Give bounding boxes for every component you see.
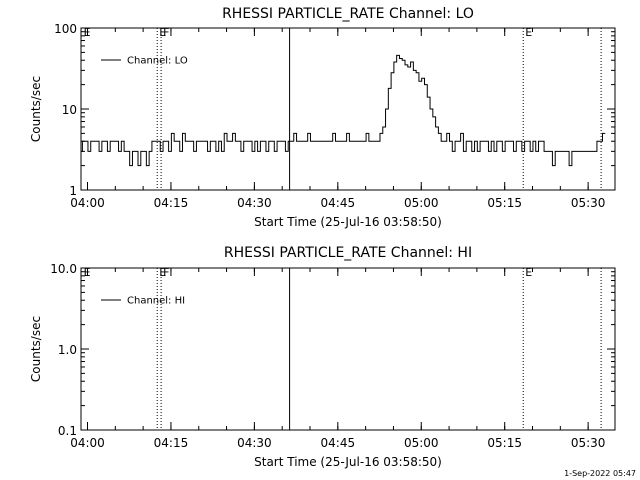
x-axis-label: Start Time (25-Jul-16 03:58:50) [254, 455, 442, 469]
legend-label: Channel: LO [127, 56, 188, 67]
y-tick-label: 0.1 [58, 424, 77, 438]
marker-label: F [163, 26, 169, 39]
y-tick-label: 10.0 [50, 262, 77, 276]
x-tick-label: 04:45 [321, 436, 356, 450]
series-line-channel-lo [81, 54, 606, 167]
x-tick-label: 04:00 [70, 196, 105, 210]
x-axis-label: Start Time (25-Jul-16 03:58:50) [254, 215, 442, 229]
marker-label: E [159, 266, 166, 279]
y-axis-label: Counts/sec [29, 316, 43, 382]
footer-timestamp: 1-Sep-2022 05:47 [564, 469, 636, 478]
x-tick-label: 04:30 [237, 196, 272, 210]
x-tick-label: 05:00 [404, 196, 439, 210]
panel-channel-lo: RHESSI PARTICLE_RATE Channel: LO Counts/s… [29, 6, 616, 229]
y-tick-label: 1 [69, 184, 77, 198]
x-tick-label: 05:30 [571, 196, 606, 210]
x-tick-label: 05:15 [487, 196, 522, 210]
y-tick-label: 100 [54, 22, 77, 36]
marker-label: F [163, 266, 169, 279]
chart-title: RHESSI PARTICLE_RATE Channel: HI [224, 245, 472, 261]
marker-label: E [525, 26, 532, 39]
marker-label: E [84, 266, 91, 279]
x-tick-label: 05:00 [404, 436, 439, 450]
x-tick-label: 05:30 [571, 436, 606, 450]
x-tick-label: 04:30 [237, 436, 272, 450]
panel-channel-hi: RHESSI PARTICLE_RATE Channel: HI Counts/s… [29, 245, 616, 469]
marker-label: E [525, 266, 532, 279]
chart-title: RHESSI PARTICLE_RATE Channel: LO [222, 6, 474, 22]
x-tick-label: 04:15 [154, 436, 189, 450]
y-tick-label: 1.0 [58, 343, 77, 357]
y-tick-label: 10 [62, 103, 77, 117]
x-tick-label: 04:45 [321, 196, 356, 210]
legend-label: Channel: HI [127, 296, 185, 307]
x-tick-label: 04:15 [154, 196, 189, 210]
x-tick-label: 04:00 [70, 436, 105, 450]
y-axis-label: Counts/sec [29, 76, 43, 142]
marker-label: E [84, 26, 91, 39]
marker-label: E [159, 26, 166, 39]
x-tick-label: 05:15 [487, 436, 522, 450]
